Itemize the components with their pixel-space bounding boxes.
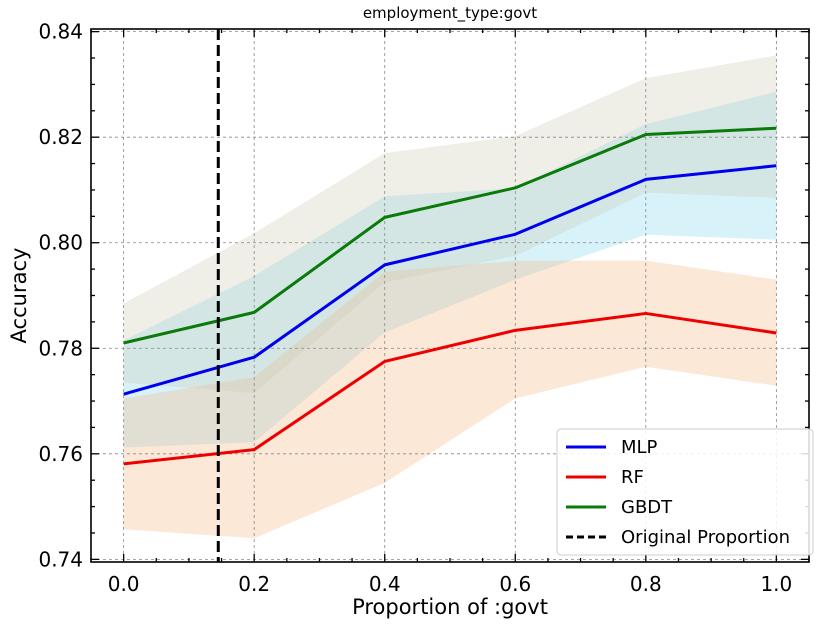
y-tick-label: 0.74 (38, 547, 83, 571)
legend-label: Original Proportion (621, 527, 790, 548)
x-tick-label: 0.0 (108, 572, 140, 596)
y-tick-label: 0.84 (38, 20, 83, 44)
y-tick-label: 0.82 (38, 125, 83, 149)
y-axis-label: Accuracy (7, 248, 31, 344)
x-tick-label: 0.8 (630, 572, 662, 596)
x-axis-label: Proportion of :govt (352, 595, 548, 619)
legend-label: MLP (621, 437, 658, 458)
legend-label: GBDT (621, 497, 673, 518)
legend-label: RF (621, 467, 644, 488)
chart-title: employment_type:govt (363, 4, 537, 23)
x-tick-label: 0.6 (499, 572, 531, 596)
y-tick-label: 0.80 (38, 231, 83, 255)
y-tick-label: 0.78 (38, 336, 83, 360)
y-tick-label: 0.76 (38, 442, 83, 466)
x-tick-label: 0.4 (369, 572, 401, 596)
x-tick-label: 1.0 (760, 572, 792, 596)
legend: MLP RF GBDT Original Proportion (557, 429, 813, 555)
x-tick-label: 0.2 (238, 572, 270, 596)
